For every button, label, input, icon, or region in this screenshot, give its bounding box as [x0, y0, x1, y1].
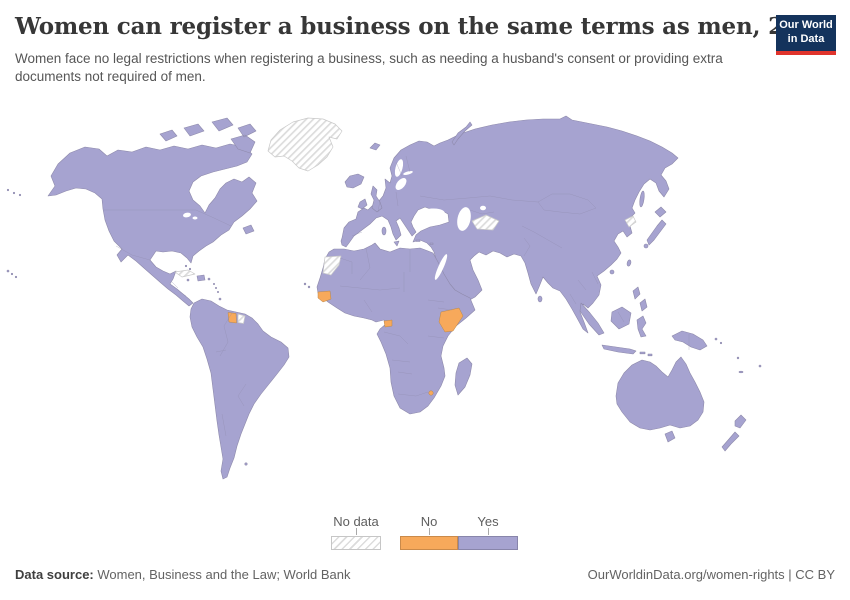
country-eswatini[interactable] — [428, 390, 434, 396]
philippines[interactable] — [632, 286, 648, 312]
japan[interactable] — [646, 206, 667, 246]
data-source-note: Data source: Women, Business and the Law… — [15, 567, 351, 582]
legend-tick — [356, 528, 357, 535]
sicily[interactable] — [393, 240, 400, 247]
owid-logo[interactable]: Our World in Data — [776, 15, 836, 55]
region-cuba[interactable] — [174, 269, 196, 278]
data-source-text: Women, Business and the Law; World Bank — [93, 567, 351, 582]
owid-logo-line2: in Data — [787, 32, 825, 45]
ireland[interactable] — [357, 198, 368, 210]
seas — [183, 159, 486, 280]
tasmania[interactable] — [664, 430, 676, 443]
country-borders — [104, 155, 690, 437]
sri-lanka[interactable] — [537, 295, 543, 303]
landmasses[interactable] — [6, 115, 762, 480]
legend-tick — [488, 528, 489, 535]
legend-label-no-data: No data — [333, 514, 379, 529]
iceland[interactable] — [344, 173, 365, 189]
sakhalin[interactable] — [639, 190, 645, 208]
legend-tick — [429, 528, 430, 535]
data-source-label: Data source: — [15, 567, 94, 582]
small-islands[interactable] — [6, 188, 762, 466]
chart-subtitle: Women face no legal restrictions when re… — [15, 51, 723, 84]
novaya-zemlya[interactable] — [451, 121, 473, 146]
svalbard[interactable] — [369, 142, 381, 151]
region-turkmenistan[interactable] — [471, 214, 500, 231]
kyushu[interactable] — [643, 243, 649, 249]
chart-title: Women can register a business on the sam… — [15, 13, 832, 40]
africa[interactable] — [316, 242, 476, 415]
australia[interactable] — [615, 356, 705, 431]
region-western-sahara[interactable] — [322, 255, 342, 276]
region-french-guiana[interactable] — [237, 313, 246, 324]
lesser-sunda-2[interactable] — [647, 353, 653, 357]
country-kenya[interactable] — [438, 307, 464, 333]
owid-link[interactable]: OurWorldinData.org/women-rights | CC BY — [587, 567, 835, 582]
world-map[interactable] — [0, 103, 850, 510]
country-guinea-bissau[interactable] — [317, 290, 332, 303]
borneo[interactable] — [610, 306, 632, 330]
java[interactable] — [601, 344, 637, 355]
north-america[interactable] — [47, 143, 258, 307]
sumatra[interactable] — [579, 302, 605, 336]
legend-swatch-no-data[interactable] — [331, 536, 381, 550]
region-north-korea[interactable] — [624, 215, 637, 228]
madagascar[interactable] — [454, 357, 473, 396]
legend-label-yes: Yes — [477, 514, 499, 529]
legend-label-no: No — [420, 514, 438, 529]
south-america[interactable] — [189, 298, 290, 480]
taiwan[interactable] — [626, 259, 632, 267]
eurasia[interactable] — [340, 115, 679, 334]
country-equatorial-guinea[interactable] — [383, 319, 393, 328]
legend-swatch-no[interactable] — [400, 536, 458, 550]
new-zealand[interactable] — [721, 414, 747, 452]
region-greenland[interactable] — [267, 117, 343, 172]
no-data-regions[interactable] — [174, 117, 637, 324]
no-countries[interactable] — [227, 290, 464, 396]
new-guinea[interactable] — [671, 330, 708, 351]
owid-logo-line1: Our World — [779, 19, 833, 31]
sulawesi[interactable] — [636, 315, 647, 338]
arctic-islands[interactable] — [159, 117, 257, 235]
sardinia[interactable] — [381, 226, 387, 236]
hispaniola[interactable] — [196, 274, 206, 282]
lesser-sunda[interactable] — [639, 351, 646, 355]
legend-swatch-yes[interactable] — [458, 536, 518, 550]
hainan[interactable] — [609, 269, 615, 275]
